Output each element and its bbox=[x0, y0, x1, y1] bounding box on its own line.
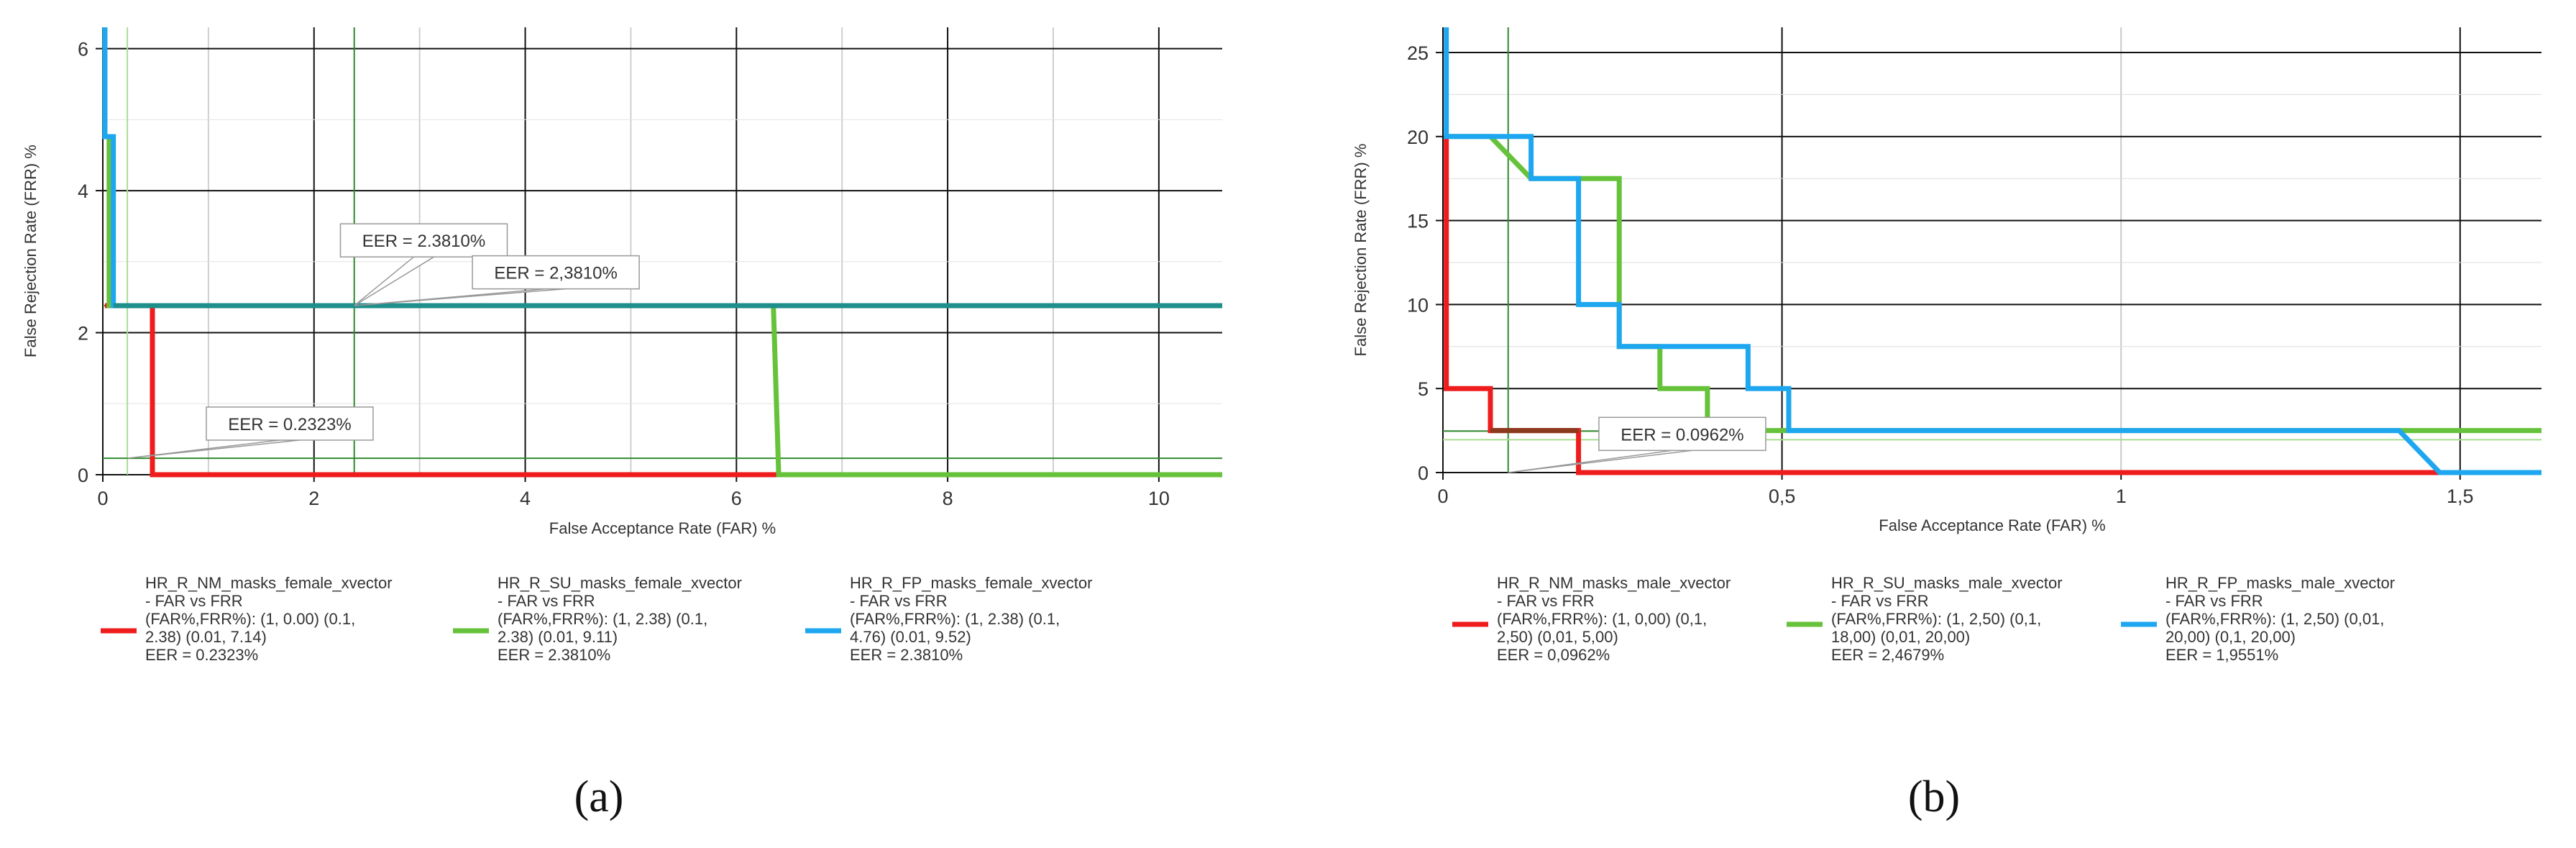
a-legend-text-2: - FAR vs FRR bbox=[498, 592, 595, 610]
b-legend-text-1: HR_R_NM_masks_male_xvector bbox=[1497, 574, 1731, 592]
a-legend-text-1: (FAR%,FRR%): (1, 0.00) (0.1, bbox=[145, 610, 355, 628]
a-legend-text-1: 2.38) (0.01, 7.14) bbox=[145, 628, 267, 646]
b-legend-text-2: 18,00) (0,01, 20,00) bbox=[1831, 628, 1970, 646]
b-legend-text-3: HR_R_FP_masks_male_xvector bbox=[2165, 574, 2395, 592]
b-y-tick-label: 5 bbox=[1418, 378, 1429, 400]
panel-b-chart: 0 0,5 1 1,5 0 5 10 15 20 25 EER = 0.0962% False Acc… bbox=[1352, 27, 2541, 821]
b-series-line-3 bbox=[1444, 27, 2541, 475]
a-y-axis-label: False Rejection Rate (FRR) % bbox=[22, 145, 40, 357]
a-y-tick-label: 4 bbox=[78, 181, 88, 202]
a-legend-text-2: HR_R_SU_masks_female_xvector bbox=[498, 574, 742, 592]
a-annotation-box bbox=[206, 406, 374, 441]
b-y-axis-label: False Rejection Rate (FRR) % bbox=[1352, 144, 1370, 357]
a-panel-caption: (a) bbox=[574, 772, 624, 821]
b-legend-text-1: 2,50) (0,01, 5,00) bbox=[1497, 628, 1618, 646]
b-panel-caption: (b) bbox=[1908, 772, 1960, 821]
b-annotation-pointer bbox=[1508, 450, 1693, 473]
b-y-tick-label: 0 bbox=[1418, 462, 1429, 484]
b-y-tick-label: 25 bbox=[1407, 42, 1429, 64]
b-annotation-box bbox=[1598, 416, 1766, 452]
a-annotation-pointer bbox=[354, 288, 567, 306]
b-legend-text-3: - FAR vs FRR bbox=[2165, 592, 2263, 610]
a-legend-text-1: HR_R_NM_masks_female_xvector bbox=[145, 574, 393, 592]
b-y-tick-label: 10 bbox=[1407, 294, 1429, 316]
a-x-tick-label: 2 bbox=[308, 488, 319, 509]
a-legend-text-1: EER = 0.2323% bbox=[145, 646, 258, 664]
a-annotation-box bbox=[472, 255, 640, 290]
b-legend-text-3: EER = 1,9551% bbox=[2165, 646, 2278, 664]
a-legend-text-3: HR_R_FP_masks_female_xvector bbox=[850, 574, 1092, 592]
b-y-tick-label: 15 bbox=[1407, 211, 1429, 232]
b-x-axis-label: False Acceptance Rate (FAR) % bbox=[1879, 516, 2105, 534]
a-x-tick-label: 6 bbox=[731, 488, 742, 509]
a-annotation-text: EER = 0.2323% bbox=[228, 415, 351, 434]
b-legend-text-1: - FAR vs FRR bbox=[1497, 592, 1595, 610]
a-legend-text-3: (FAR%,FRR%): (1, 2.38) (0.1, bbox=[850, 610, 1060, 628]
b-legend-text-1: (FAR%,FRR%): (1, 0,00) (0,1, bbox=[1497, 610, 1707, 628]
b-x-tick-label: 1,5 bbox=[2447, 485, 2474, 507]
a-legend-text-3: - FAR vs FRR bbox=[850, 592, 948, 610]
b-annotation-text: EER = 0.0962% bbox=[1621, 425, 1743, 444]
a-x-tick-label: 4 bbox=[520, 488, 531, 509]
a-x-tick-label: 8 bbox=[943, 488, 953, 509]
a-legend-text-3: 4.76) (0.01, 9.52) bbox=[850, 628, 971, 646]
a-legend-text-2: EER = 2.3810% bbox=[498, 646, 610, 664]
a-y-tick-label: 2 bbox=[78, 323, 88, 345]
b-legend-text-3: 20,00) (0,1, 20,00) bbox=[2165, 628, 2296, 646]
b-series-line-2 bbox=[1449, 134, 2541, 434]
b-legend-text-2: HR_R_SU_masks_male_xvector bbox=[1831, 574, 2063, 592]
a-annotation-text: EER = 2.3810% bbox=[362, 232, 485, 251]
a-x-tick-label: 0 bbox=[97, 488, 108, 509]
a-x-tick-label: 10 bbox=[1148, 488, 1170, 509]
b-series-line-1 bbox=[1444, 136, 2541, 475]
b-x-tick-label: 1 bbox=[2116, 485, 2127, 507]
b-y-tick-label: 20 bbox=[1407, 127, 1429, 148]
a-y-tick-label: 0 bbox=[78, 465, 88, 486]
b-legend-text-2: (FAR%,FRR%): (1, 2,50) (0,1, bbox=[1831, 610, 2041, 628]
b-legend-text-3: (FAR%,FRR%): (1, 2,50) (0,01, bbox=[2165, 610, 2384, 628]
b-legend-text-2: - FAR vs FRR bbox=[1831, 592, 1929, 610]
a-y-tick-label: 6 bbox=[78, 39, 88, 60]
b-legend-text-2: EER = 2,4679% bbox=[1831, 646, 1944, 664]
panel-a-chart: 0 2 4 6 8 10 0 2 4 6 EER = 2.3810% EER = 2,3810% EER… bbox=[22, 27, 1222, 821]
a-x-axis-label: False Acceptance Rate (FAR) % bbox=[549, 519, 776, 537]
a-annotation-box bbox=[339, 223, 508, 257]
a-annotation-pointer bbox=[354, 256, 436, 306]
a-legend-text-1: - FAR vs FRR bbox=[145, 592, 243, 610]
a-series-line-1 bbox=[104, 303, 1222, 478]
a-legend-text-2: 2.38) (0.01, 9.11) bbox=[498, 628, 618, 646]
b-x-tick-label: 0 bbox=[1437, 485, 1448, 507]
a-annotation-text: EER = 2,3810% bbox=[494, 264, 617, 283]
b-x-tick-label: 0,5 bbox=[1769, 485, 1796, 507]
a-legend-text-3: EER = 2.3810% bbox=[850, 646, 963, 664]
a-legend-text-2: (FAR%,FRR%): (1, 2.38) (0.1, bbox=[498, 610, 707, 628]
b-legend-text-1: EER = 0,0962% bbox=[1497, 646, 1610, 664]
a-series-line-3 bbox=[102, 27, 1222, 309]
